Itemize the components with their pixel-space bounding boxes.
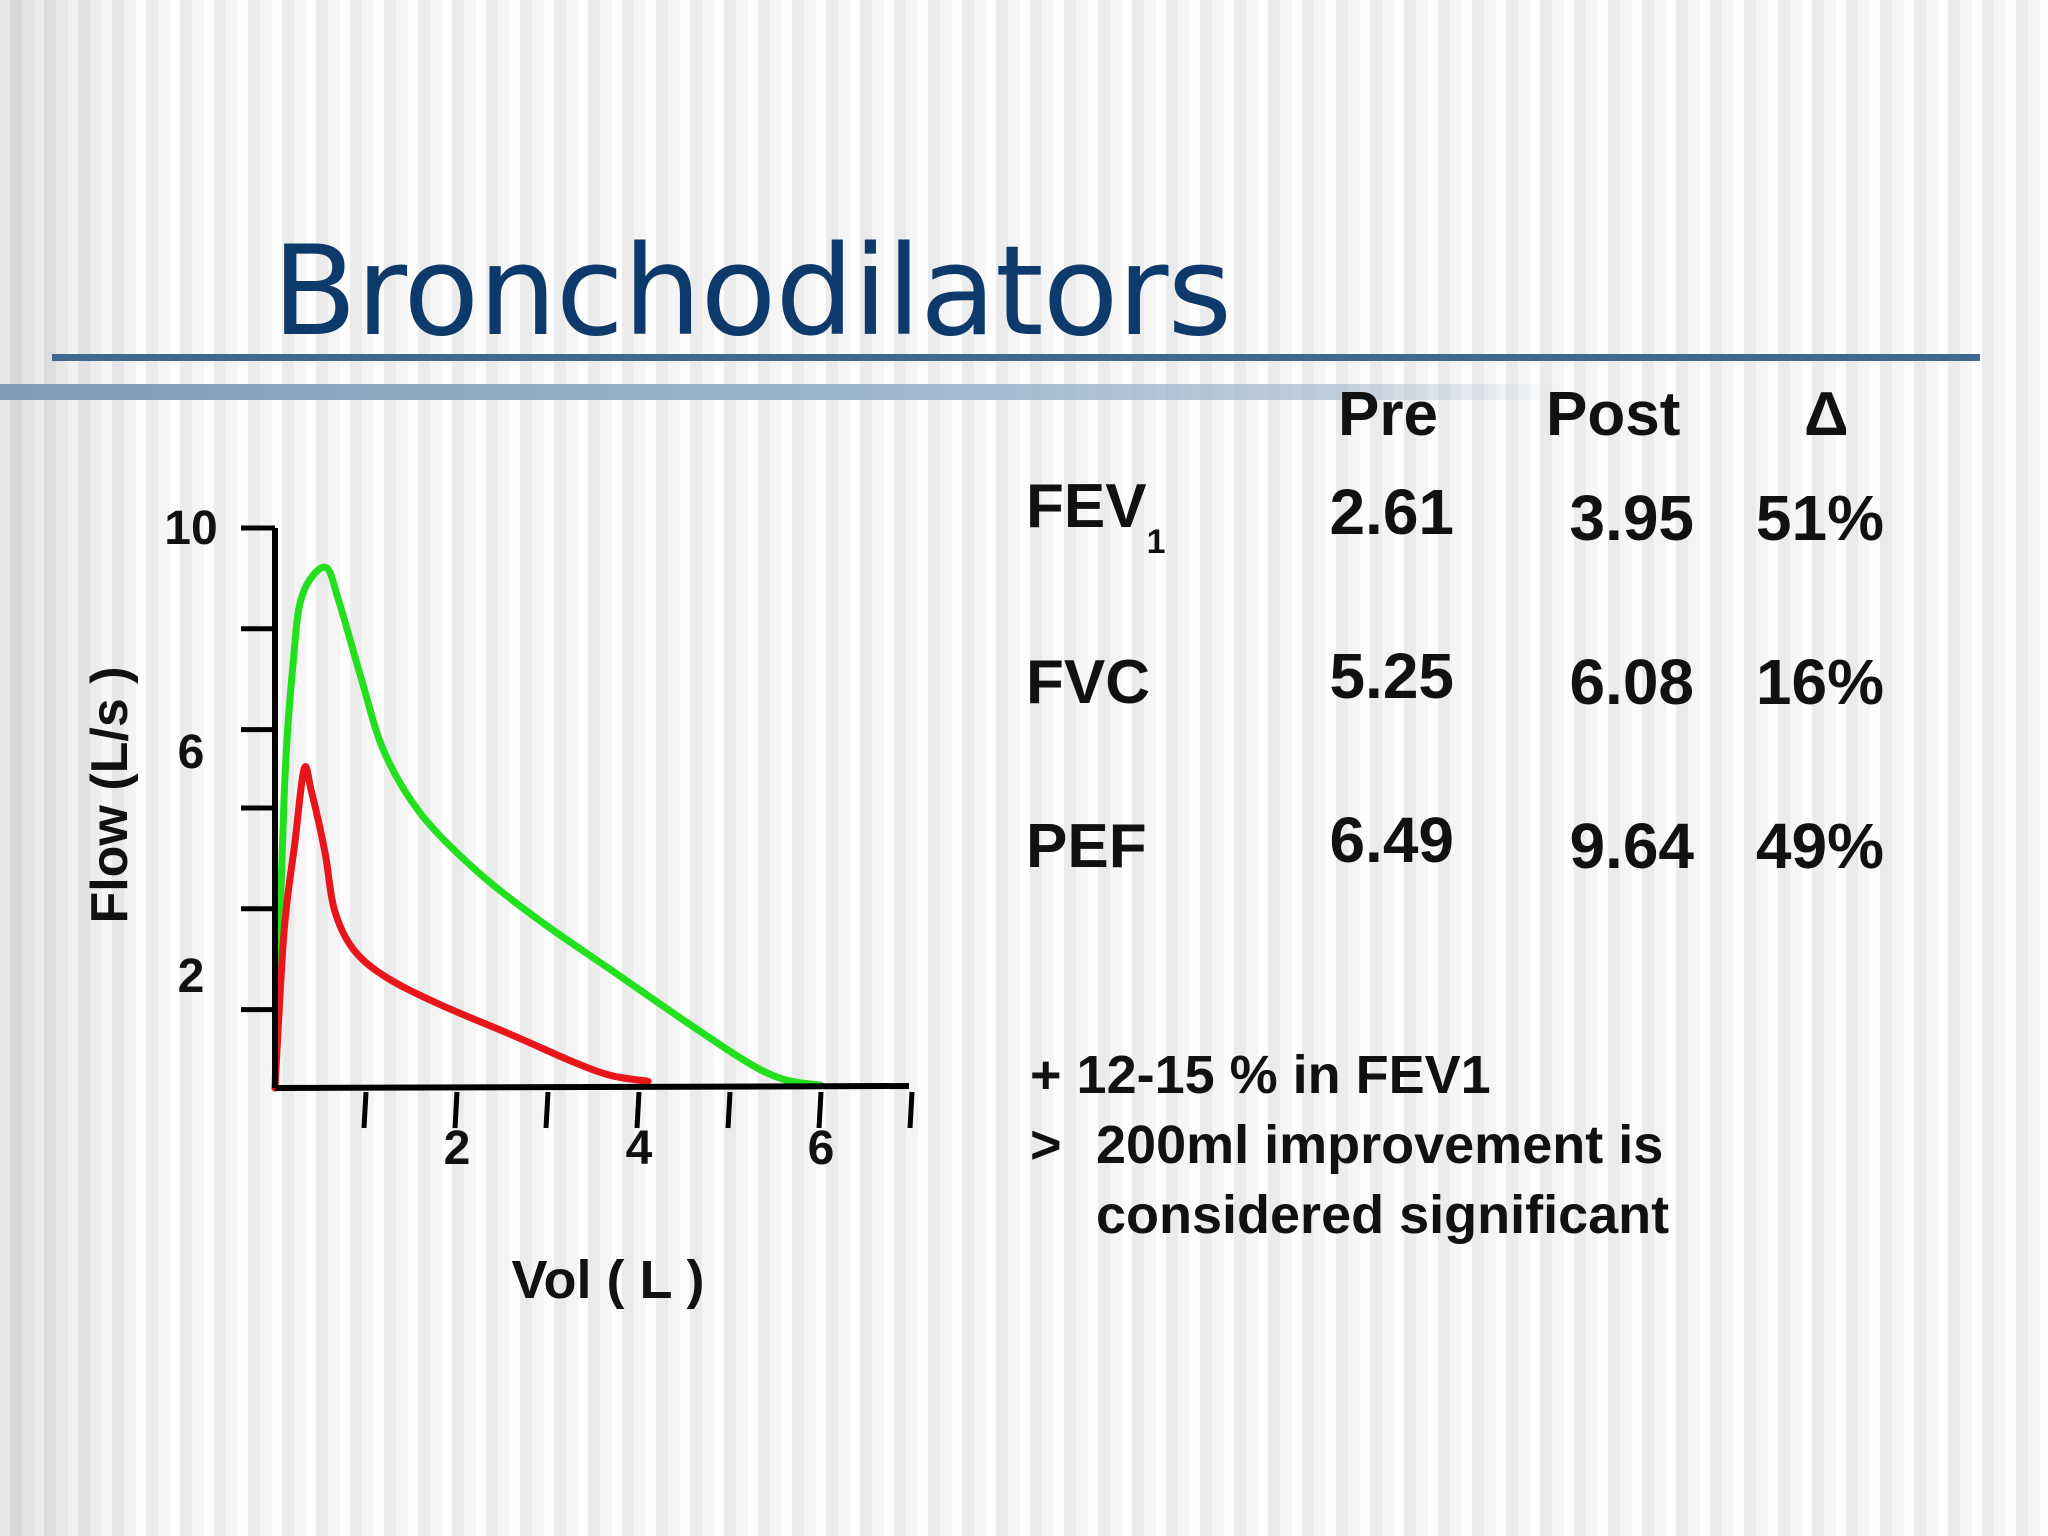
pef-post-value: 9.64	[1569, 810, 1694, 882]
row-label-pef: PEF	[1026, 812, 1147, 881]
row-label-fev1-subscript: 1	[1146, 523, 1166, 561]
chart-ticks	[241, 525, 915, 1129]
note-line-3: considered significant	[1030, 1180, 1669, 1250]
x-axis-line	[274, 1083, 910, 1091]
y-tick-label-6: 6	[178, 726, 205, 779]
note-line-1: + 12-15 % in FEV1	[1030, 1045, 1491, 1105]
flow-volume-chart: 2 4 6 10 6 2 Vol ( L ) Flow (L/s )	[81, 502, 915, 1310]
note-line-3-text: considered significant	[1096, 1185, 1670, 1245]
fev1-pre-value: 2.61	[1329, 476, 1454, 548]
chart-tick-labels: 2 4 6 10 6 2	[164, 502, 834, 1175]
row-label-fev1-text: FEV	[1026, 472, 1147, 541]
fev1-post-value: 3.95	[1569, 482, 1694, 554]
note-line-3-indent	[1030, 1180, 1096, 1250]
x-tick-label-2: 2	[444, 1122, 471, 1175]
note-line-2-mark: >	[1030, 1115, 1062, 1175]
note-line-2: >200ml improvement is	[1030, 1110, 1669, 1180]
flow-volume-curve-2	[271, 763, 652, 1092]
x-axis-label: Vol ( L )	[512, 1250, 705, 1310]
x-tick-4	[634, 1091, 642, 1129]
column-header-delta: Δ	[1804, 380, 1849, 449]
y-tick-label-2: 2	[178, 950, 205, 1003]
title-underline	[52, 354, 1980, 361]
x-tick-5	[725, 1091, 733, 1129]
x-tick-3	[543, 1091, 551, 1129]
significance-note: + 12-15 % in FEV1 >200ml improvement is …	[1030, 1040, 1669, 1250]
x-tick-2	[452, 1091, 460, 1129]
title-accent-bar	[0, 384, 1560, 400]
fvc-pre-value: 5.25	[1329, 640, 1454, 712]
x-tick-1	[361, 1091, 369, 1129]
column-header-pre: Pre	[1338, 380, 1438, 449]
pef-pre-value: 6.49	[1329, 804, 1454, 876]
y-axis-label: Flow (L/s )	[81, 666, 139, 923]
x-tick-label-6: 6	[808, 1122, 835, 1175]
chart-curves	[271, 563, 825, 1092]
row-label-fvc: FVC	[1026, 648, 1150, 717]
fvc-post-value: 6.08	[1569, 646, 1694, 718]
slide-title: Bronchodilators	[272, 220, 1232, 364]
fvc-delta-value: 16%	[1755, 646, 1884, 718]
flow-volume-curve-1	[271, 563, 825, 1092]
note-line-2-text: 200ml improvement is	[1096, 1115, 1664, 1175]
pef-delta-value: 49%	[1755, 810, 1884, 882]
fev1-delta-value: 51%	[1755, 482, 1884, 554]
x-tick-7	[907, 1091, 915, 1129]
x-tick-label-4: 4	[626, 1122, 653, 1175]
y-tick-label-10: 10	[164, 502, 217, 555]
x-tick-6	[816, 1091, 824, 1129]
chart-axes	[272, 528, 910, 1091]
row-label-fev1: FEV1	[1026, 476, 1166, 561]
column-header-post: Post	[1546, 380, 1681, 449]
